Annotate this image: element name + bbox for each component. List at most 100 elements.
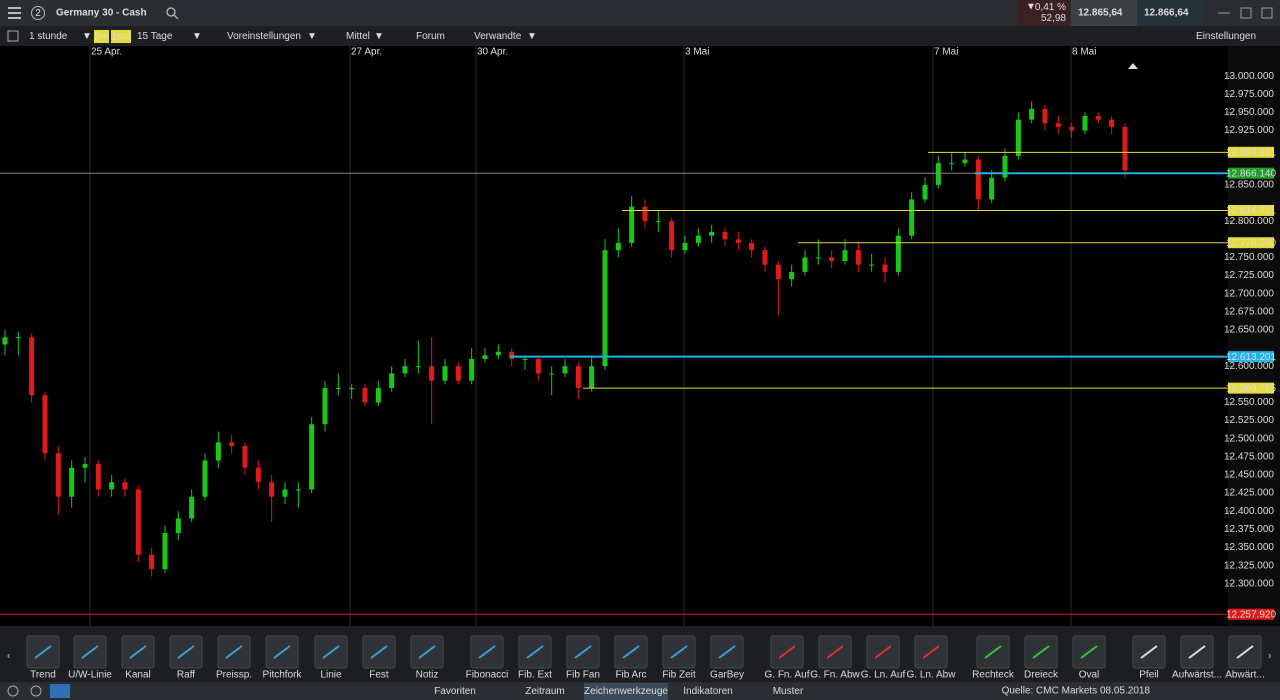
candle-body (709, 232, 715, 236)
calendar-icon[interactable] (7, 30, 19, 42)
level-tag (1228, 237, 1274, 249)
range-select[interactable]: 15 Tage (137, 31, 173, 42)
toolbar (0, 26, 1280, 46)
candle-body (895, 235, 901, 272)
tool-icon (1236, 645, 1254, 659)
candle-body (695, 235, 701, 243)
candle-body (429, 366, 435, 381)
candle-body (282, 489, 288, 497)
candle-body (15, 337, 21, 339)
window-icons[interactable] (1218, 7, 1273, 19)
watermark: Quelle: CMC Markets 08.05.2018 (1002, 686, 1151, 697)
scroll-right[interactable]: › (1268, 651, 1271, 662)
scroll-left[interactable]: ‹ (7, 651, 10, 662)
candle-body (655, 221, 661, 223)
candle-body (642, 206, 648, 222)
tab[interactable]: Muster (773, 686, 804, 697)
search-icon[interactable] (166, 7, 179, 20)
candle-body (175, 518, 181, 533)
candle-body (602, 250, 608, 367)
y-tick-label: 12.850.000 (1224, 180, 1274, 191)
candle-body (122, 482, 128, 490)
candle-body (2, 337, 8, 345)
tool-label: Kanal (125, 670, 151, 681)
candle-body (455, 366, 461, 381)
quick-1std-text: 1std (112, 32, 131, 43)
date-label: 25 Apr. (91, 47, 122, 58)
candle-body (682, 242, 688, 251)
status-button[interactable] (50, 684, 70, 698)
chart: 25 Apr. 27 Apr. 30 Apr. 3 Mai 7 Mai 8 Mai 13.0… (0, 46, 1276, 626)
dropdown-arrow: ▼ (374, 31, 384, 42)
candle-body (949, 163, 955, 165)
candle-body (322, 387, 328, 425)
size-select[interactable]: Mittel (346, 31, 370, 42)
tool-label: Pitchfork (263, 670, 303, 681)
candle-body (495, 351, 501, 356)
tool-label: Preissp. (216, 670, 252, 681)
tool-icon (273, 645, 291, 659)
tab[interactable]: Zeitraum (525, 686, 564, 697)
date-label: 8 Mai (1072, 47, 1096, 58)
tool-label: GarBey (710, 670, 744, 681)
y-tick-label: 12.800.000 (1224, 216, 1274, 227)
tool-label: Abwärt... (1225, 670, 1264, 681)
change-pct: 0,41 % (1035, 2, 1066, 13)
candle-body (549, 373, 555, 375)
tool-label: Trend (30, 670, 56, 681)
tool-icon (418, 645, 436, 659)
sell-box[interactable] (1071, 0, 1137, 26)
candle-body (1042, 108, 1048, 124)
tool-label: Fib Zeit (662, 670, 696, 681)
candle-body (1055, 123, 1061, 127)
candle-body (229, 442, 235, 446)
candle-body (295, 489, 301, 491)
candle-body (375, 387, 381, 403)
tab[interactable]: Favoriten (434, 686, 476, 697)
candle-body (349, 387, 355, 389)
tool-label: Fib. Ext (518, 670, 552, 681)
candle-body (69, 467, 75, 497)
price-axis (1228, 46, 1280, 626)
related-button[interactable]: Verwandte (474, 31, 522, 42)
y-tick-label: 12.450.000 (1224, 470, 1274, 481)
candle-body (829, 257, 835, 262)
level-tag (1228, 382, 1274, 394)
tool-icon (225, 645, 243, 659)
tool-icon (826, 645, 844, 659)
candle-body (589, 366, 595, 388)
quick-5m[interactable] (94, 30, 109, 43)
tool-label: G. Fn. Abw (810, 670, 860, 681)
sell-price: 12.865,64 (1078, 8, 1123, 19)
status-icon[interactable] (7, 685, 19, 697)
presets-select[interactable]: Voreinstellungen (227, 31, 301, 42)
candle-body (55, 453, 61, 497)
y-tick-label: 12.400.000 (1224, 506, 1274, 517)
tool-icon (922, 645, 940, 659)
tool-icon (370, 645, 388, 659)
candle-body (42, 395, 48, 454)
dropdown-arrow: ▼ (307, 31, 317, 42)
status-icon[interactable] (30, 685, 42, 697)
forum-button[interactable]: Forum (416, 31, 445, 42)
y-tick-label: 12.500.000 (1224, 433, 1274, 444)
candle-body (522, 358, 528, 360)
candle-body (389, 373, 395, 388)
level-tag-label: 12.770.280 (1226, 238, 1276, 249)
tab[interactable]: Zeichenwerkzeuge (584, 686, 668, 697)
interval-select[interactable]: 1 stunde (29, 31, 68, 42)
tool-label: Dreieck (1024, 670, 1059, 681)
menu-icon[interactable] (8, 7, 21, 19)
tool-icon (622, 645, 640, 659)
candle-body (162, 532, 168, 570)
tab[interactable]: Indikatoren (683, 686, 732, 697)
tool-icon (526, 645, 544, 659)
tool-icon (984, 645, 1002, 659)
y-tick-label: 12.975.000 (1224, 89, 1274, 100)
settings-button[interactable]: Einstellungen (1196, 31, 1256, 42)
buy-box[interactable] (1138, 0, 1204, 26)
tool-icon (129, 645, 147, 659)
candle-body (109, 482, 115, 490)
quick-1std[interactable] (111, 30, 131, 43)
y-tick-label: 12.950.000 (1224, 107, 1274, 118)
